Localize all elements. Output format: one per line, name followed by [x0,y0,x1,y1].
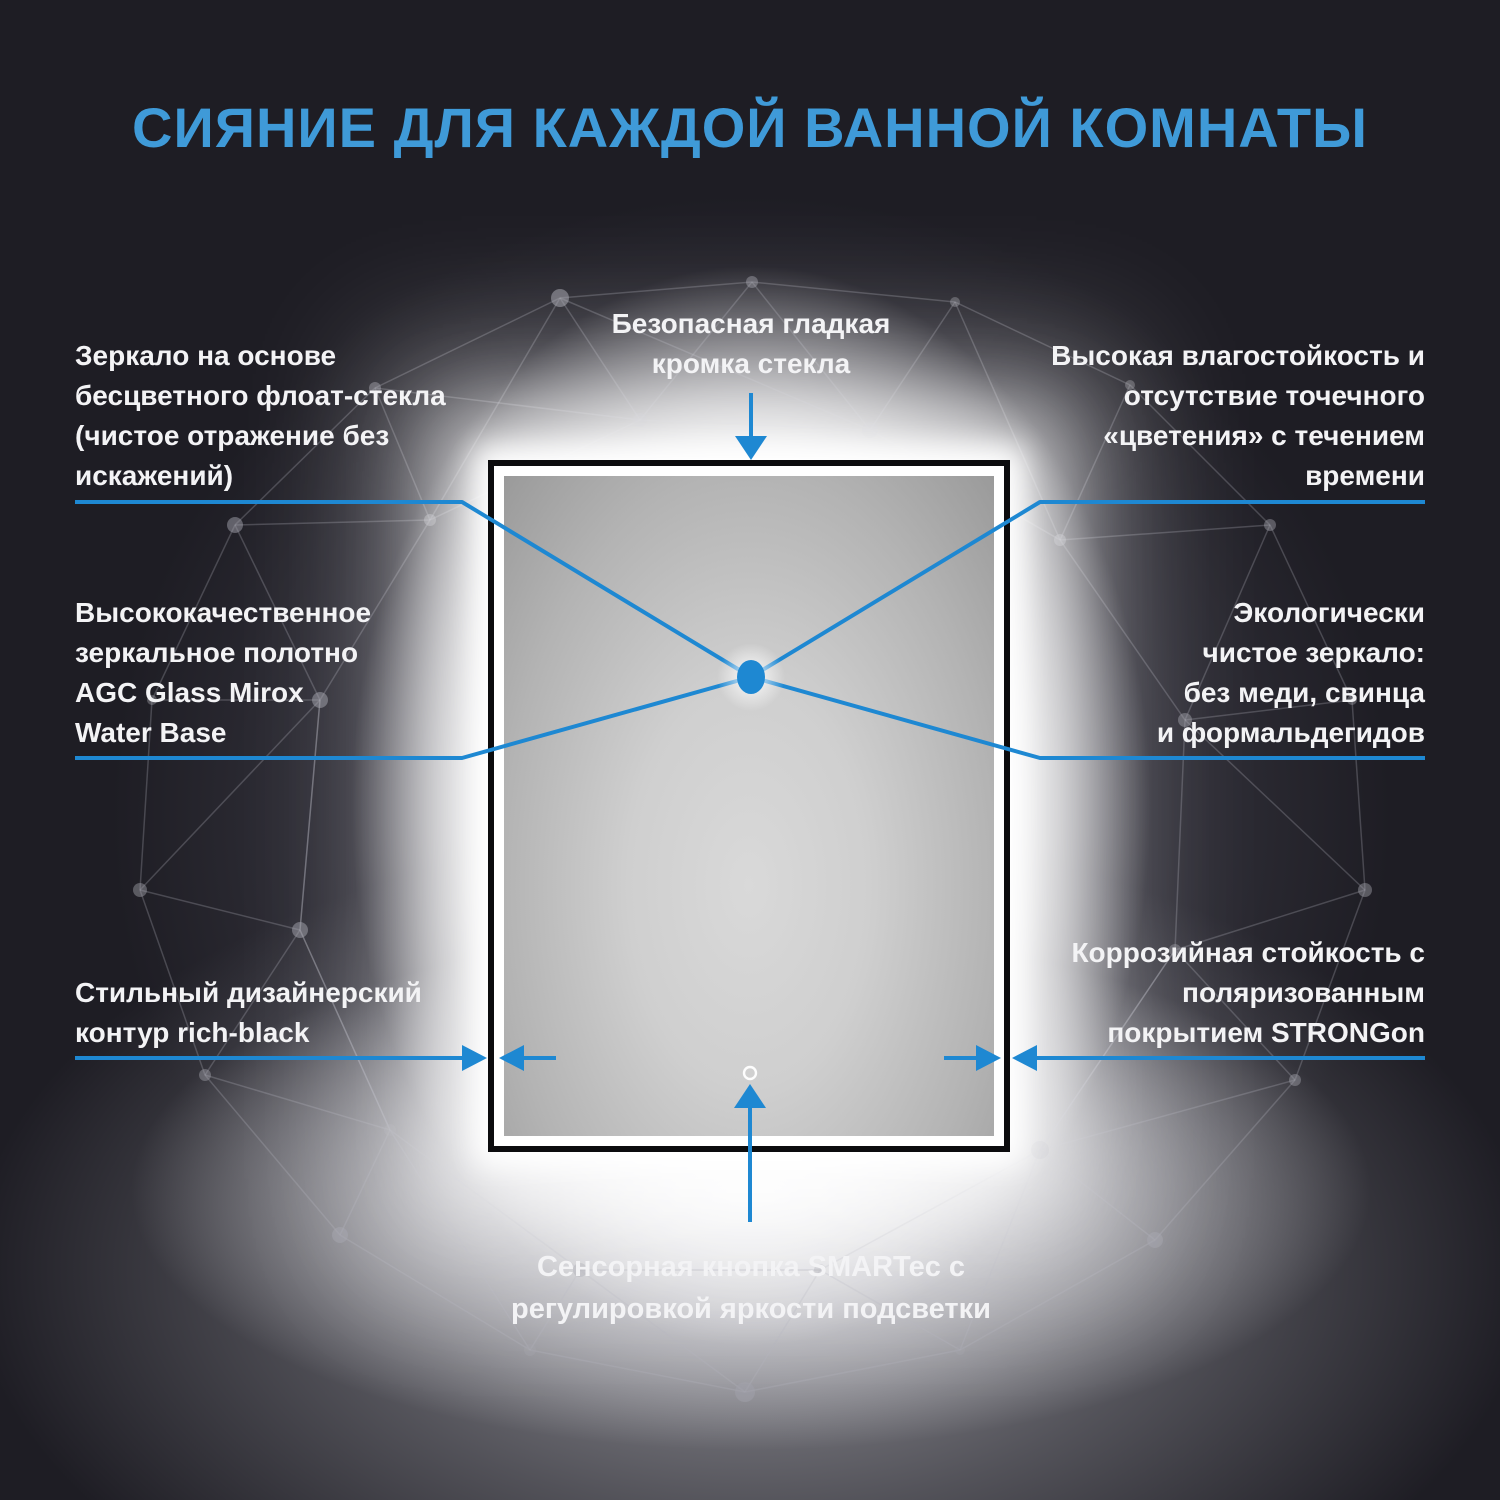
center-dot [737,660,765,694]
callout-right-top-label: Высокая влагостойкость и отсутствие точе… [1051,340,1425,491]
callout-line-left-mid [75,675,752,760]
callout-line-right-top [749,500,1425,679]
mirror-face [504,476,994,1136]
frame-left-outer-arrow-icon [75,1045,487,1071]
frame-right-outer-arrow-icon [1012,1045,1425,1071]
touch-button-arrow-icon [734,1084,766,1222]
callout-left-top-label: Зеркало на основе бесцветного флоат-стек… [75,340,446,491]
callout-top-center-label: Безопасная гладкая кромка стекла [611,308,891,379]
frame-right-inner-arrow-icon [944,1045,1001,1071]
top-edge-arrow-icon [735,393,767,460]
page-title: СИЯНИЕ ДЛЯ КАЖДОЙ ВАННОЙ КОМНАТЫ [132,96,1368,159]
mirror-product-image [488,460,1010,1152]
callout-line-left-top [75,500,753,679]
callout-left-bottom-label: Стильный дизайнерский контур rich-black [75,977,422,1048]
callout-bottom-center-label: Сенсорная кнопка SMARTec с регулировкой … [511,1251,991,1325]
callout-left-mid-label: Высококачественное зеркальное полотно AG… [75,597,372,748]
callout-line-right-mid [750,675,1425,760]
frame-left-inner-arrow-icon [499,1045,556,1071]
callout-right-mid-label: Экологически чистое зеркало: без меди, с… [1156,597,1425,748]
touch-button-icon [742,1065,758,1081]
callout-right-bottom-label: Коррозийная стойкость с поляризованным п… [1071,937,1425,1048]
